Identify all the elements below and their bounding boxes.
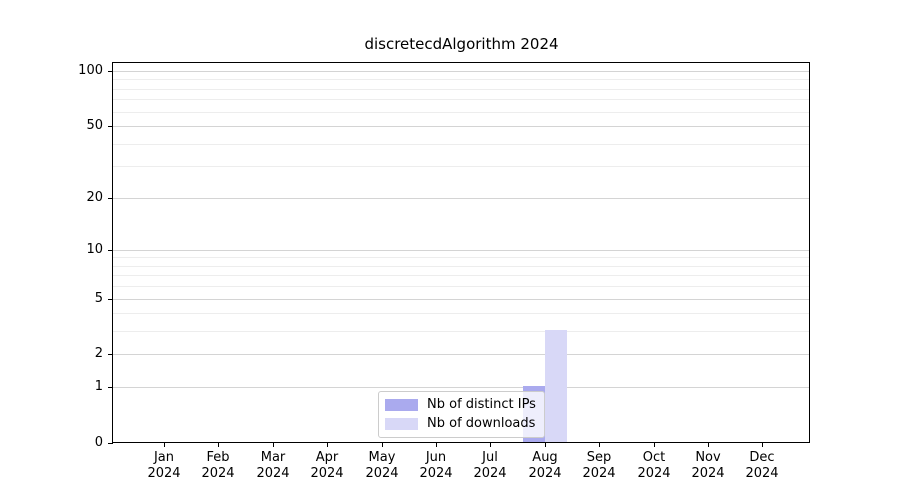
minor-gridline [113,112,809,113]
x-tick-mark [164,443,165,447]
y-tick-label: 2 [94,346,103,361]
minor-gridline [113,275,809,276]
bar-aug-s1 [545,330,567,442]
x-tick-mark [436,443,437,447]
minor-gridline [113,257,809,258]
y-tick-label: 100 [78,63,103,78]
x-tick-mark [327,443,328,447]
x-tick-mark [599,443,600,447]
x-tick-label: Nov 2024 [691,450,725,481]
x-tick-mark [490,443,491,447]
y-tick-mark [108,250,113,251]
major-gridline [113,354,809,355]
legend-label-distinct-ips: Nb of distinct IPs [427,397,536,413]
x-tick-label: Oct 2024 [637,450,671,481]
major-gridline [113,387,809,388]
minor-gridline [113,89,809,90]
y-tick-mark [108,354,113,355]
minor-gridline [113,286,809,287]
major-gridline [113,71,809,72]
x-tick-label: Sep 2024 [582,450,616,481]
minor-gridline [113,79,809,80]
legend-item-downloads: Nb of downloads [385,415,536,434]
y-tick-label: 10 [86,242,103,257]
minor-gridline [113,266,809,267]
y-tick-mark [108,71,113,72]
minor-gridline [113,166,809,167]
x-tick-label: Jun 2024 [419,450,453,481]
y-tick-mark [108,387,113,388]
major-gridline [113,250,809,251]
major-gridline [113,198,809,199]
x-tick-mark [654,443,655,447]
legend: Nb of distinct IPs Nb of downloads [378,391,545,438]
chart-title: discretecdAlgorithm 2024 [364,35,559,53]
x-tick-mark [382,443,383,447]
x-tick-mark [218,443,219,447]
x-tick-mark [545,443,546,447]
x-tick-mark [273,443,274,447]
legend-item-distinct-ips: Nb of distinct IPs [385,396,536,415]
x-tick-label: Mar 2024 [256,450,290,481]
x-tick-label: Apr 2024 [310,450,344,481]
x-tick-label: Dec 2024 [745,450,779,481]
y-tick-mark [108,299,113,300]
x-tick-mark [762,443,763,447]
y-tick-label: 50 [86,118,103,133]
x-tick-label: Feb 2024 [201,450,235,481]
x-tick-label: Aug 2024 [528,450,562,481]
x-tick-mark [708,443,709,447]
y-tick-label: 20 [86,190,103,205]
minor-gridline [113,331,809,332]
minor-gridline [113,99,809,100]
legend-swatch-downloads [385,417,418,430]
x-tick-label: Jul 2024 [473,450,507,481]
y-tick-mark [108,198,113,199]
y-tick-label: 0 [94,435,103,450]
x-tick-label: May 2024 [365,450,399,481]
minor-gridline [113,313,809,314]
minor-gridline [113,144,809,145]
legend-label-downloads: Nb of downloads [427,415,536,431]
major-gridline [113,126,809,127]
major-gridline [113,299,809,300]
plot-area [112,62,810,443]
y-tick-label: 1 [94,379,103,394]
y-tick-label: 5 [94,291,103,306]
y-tick-mark [108,443,113,444]
legend-swatch-distinct-ips [385,399,418,412]
x-tick-label: Jan 2024 [147,450,181,481]
y-tick-mark [108,126,113,127]
